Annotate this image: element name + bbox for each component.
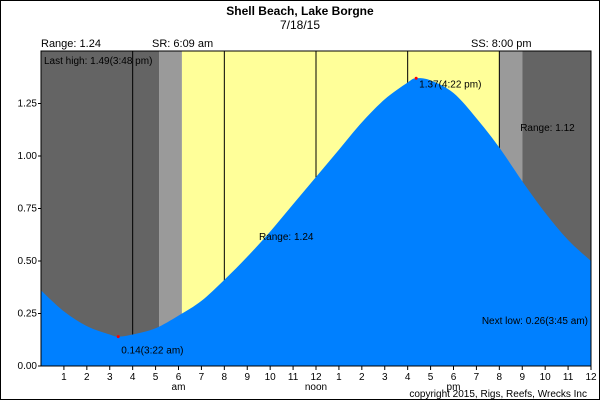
x-tick-label-23: 11 bbox=[563, 372, 574, 383]
period-label-pm: pm bbox=[447, 382, 461, 393]
y-tick-label-0: 0.00 bbox=[18, 361, 38, 372]
copyright-text: copyright 2015, Rigs, Reefs, Wrecks Inc bbox=[409, 389, 587, 399]
x-tick-label-14: 2 bbox=[359, 372, 365, 383]
x-tick-label-5: 5 bbox=[153, 372, 159, 383]
header-sunrise: SR: 6:09 am bbox=[152, 38, 214, 50]
x-tick-label-17: 5 bbox=[428, 372, 434, 383]
y-tick-label-3: 0.75 bbox=[18, 204, 38, 215]
high-marker bbox=[414, 76, 418, 80]
x-tick-label-10: 10 bbox=[265, 372, 277, 383]
x-tick-label-20: 8 bbox=[497, 372, 503, 383]
x-tick-label-7: 7 bbox=[199, 372, 205, 383]
chart-date: 7/18/15 bbox=[279, 18, 321, 32]
tide-area bbox=[41, 78, 591, 366]
x-tick-label-21: 9 bbox=[519, 372, 525, 383]
period-label-am: am bbox=[172, 382, 186, 393]
low-marker bbox=[116, 335, 120, 339]
annotation-range-mid: Range: 1.24 bbox=[259, 232, 314, 243]
header-sunset: SS: 8:00 pm bbox=[471, 38, 532, 50]
y-tick-label-4: 1.00 bbox=[18, 151, 38, 162]
x-tick-label-24: 12 bbox=[585, 372, 597, 383]
annotation-low: 0.14(3:22 am) bbox=[121, 346, 183, 357]
x-tick-label-3: 3 bbox=[107, 372, 113, 383]
x-tick-label-16: 4 bbox=[405, 372, 411, 383]
x-tick-label-18: 6 bbox=[451, 372, 457, 383]
annotation-high: 1.37(4:22 pm) bbox=[419, 79, 481, 90]
y-tick-label-5: 1.25 bbox=[18, 99, 38, 110]
annotation-next-low: Next low: 0.26(3:45 am) bbox=[482, 316, 588, 327]
x-tick-label-1: 1 bbox=[61, 372, 67, 383]
twilight-band-morning bbox=[159, 51, 182, 366]
x-tick-label-9: 9 bbox=[244, 372, 250, 383]
period-label-noon: noon bbox=[305, 382, 327, 393]
chart-title: Shell Beach, Lake Borgne bbox=[226, 4, 374, 18]
x-tick-label-11: 11 bbox=[288, 372, 299, 383]
annotation-range-right: Range: 1.12 bbox=[520, 123, 575, 134]
header-range: Range: 1.24 bbox=[41, 38, 101, 50]
y-tick-label-1: 0.25 bbox=[18, 309, 38, 320]
x-tick-label-2: 2 bbox=[84, 372, 90, 383]
x-tick-label-13: 1 bbox=[336, 372, 342, 383]
x-tick-label-12: 12 bbox=[310, 372, 322, 383]
x-tick-label-15: 3 bbox=[382, 372, 388, 383]
y-tick-label-2: 0.50 bbox=[18, 256, 38, 267]
x-tick-label-22: 10 bbox=[540, 372, 552, 383]
x-tick-label-19: 7 bbox=[474, 372, 480, 383]
x-tick-label-6: 6 bbox=[176, 372, 182, 383]
x-tick-label-8: 8 bbox=[222, 372, 228, 383]
annotation-last-high: Last high: 1.49(3:48 pm) bbox=[44, 56, 152, 67]
x-tick-label-4: 4 bbox=[130, 372, 136, 383]
